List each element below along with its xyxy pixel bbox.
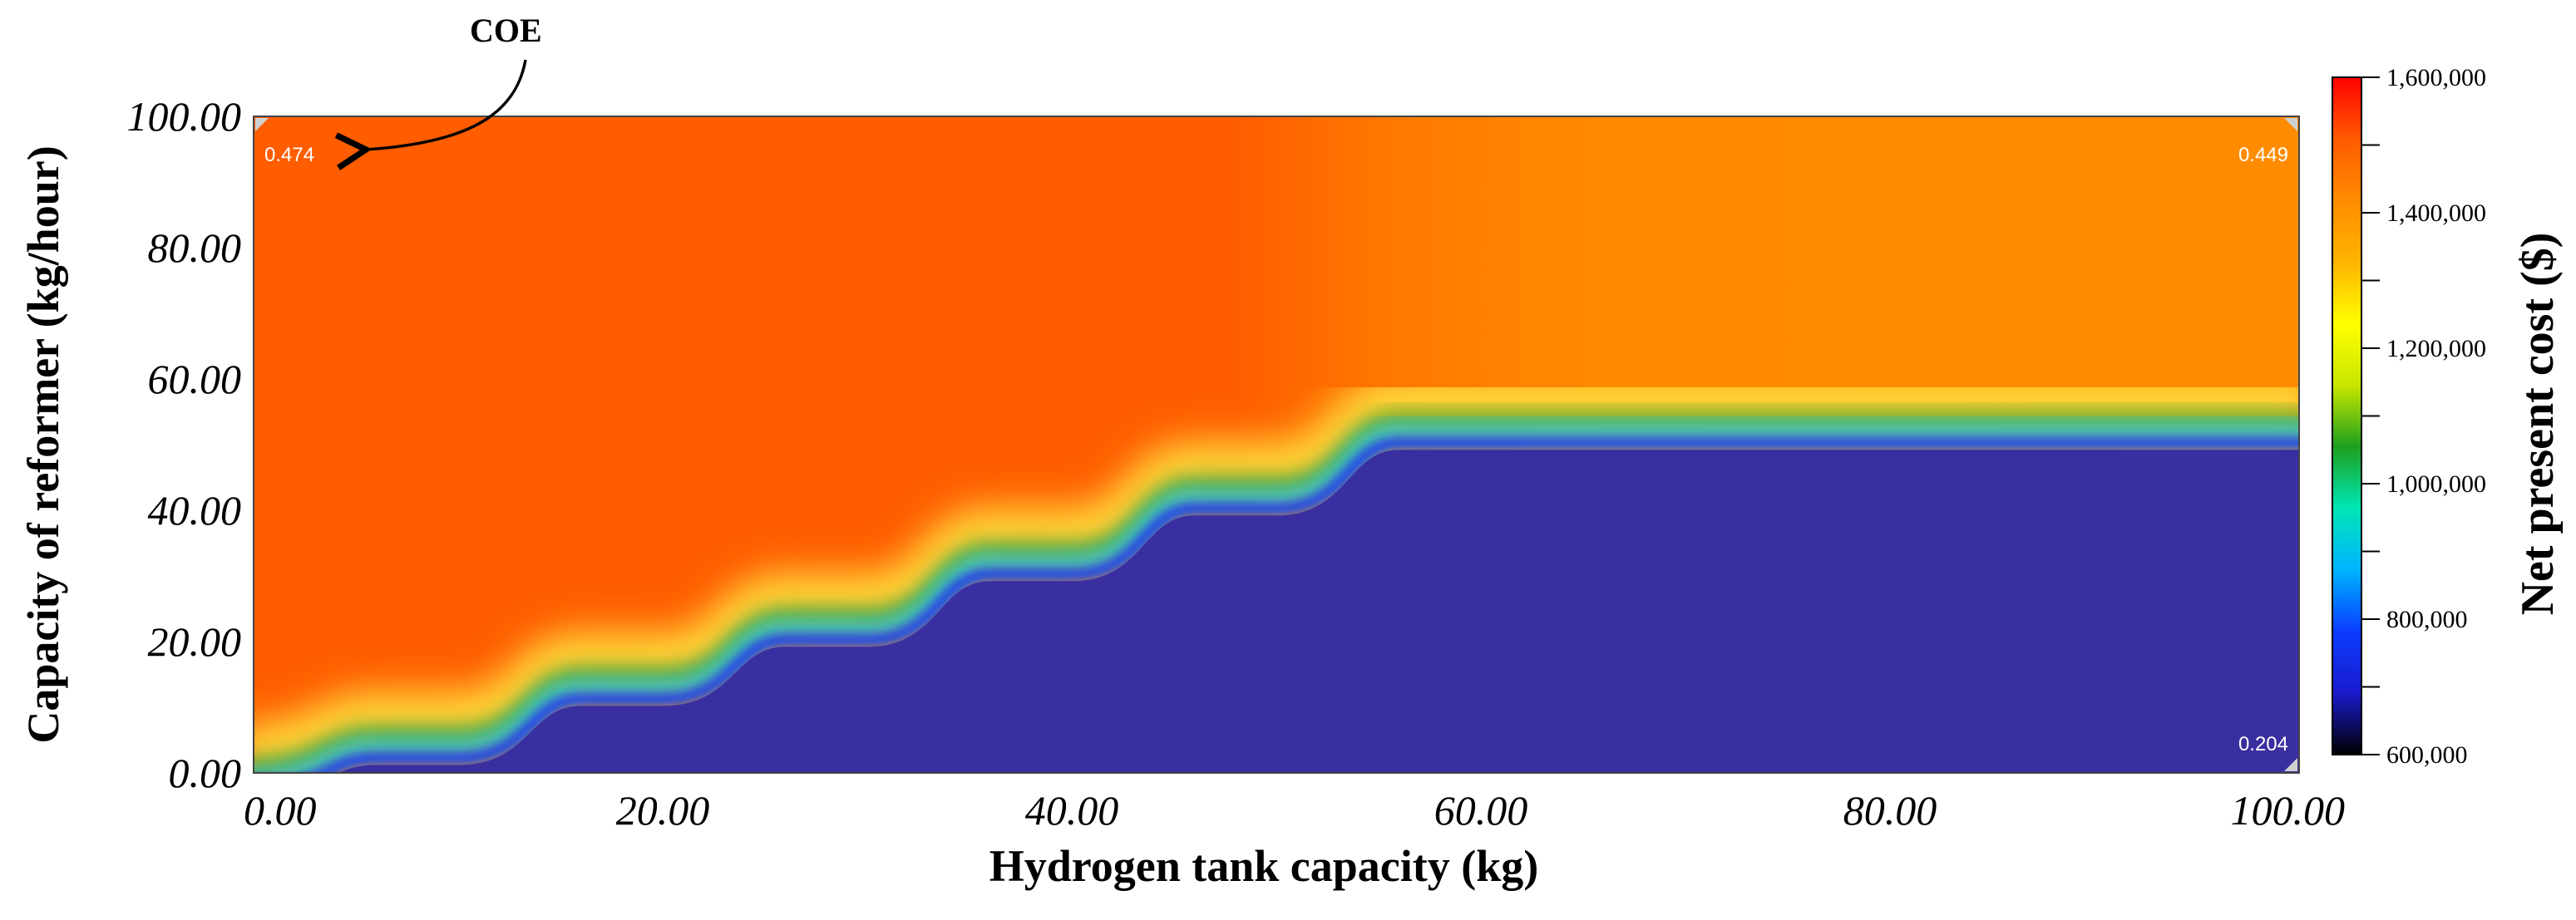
colorbar-tick-label: 800,000	[2386, 606, 2468, 633]
y-axis: 0.00 20.00 40.00 60.00 80.00 100.00	[127, 93, 242, 796]
transition-band-blue	[310, 437, 2299, 773]
x-tick-label: 20.00	[616, 787, 710, 834]
colorbar-ticks: 600,000 800,000 1,000,000 1,200,000 1,400,00…	[2361, 64, 2486, 769]
y-tick-label: 20.00	[148, 618, 242, 665]
x-tick-label: 40.00	[1025, 787, 1119, 834]
y-axis-title: Capacity of reformer (kg/hour)	[18, 145, 68, 743]
colorbar-tick-label: 1,200,000	[2386, 335, 2486, 362]
colorbar-gradient	[2332, 76, 2362, 755]
x-tick-label: 80.00	[1843, 787, 1937, 834]
colorbar-tick-label: 600,000	[2386, 741, 2468, 769]
x-tick-label: 100.00	[2231, 787, 2346, 834]
x-axis: 0.00 20.00 40.00 60.00 80.00 100.00	[244, 787, 2345, 834]
plot-area	[254, 116, 2299, 773]
annotation-coe: COE	[470, 12, 542, 49]
y-tick-label: 80.00	[148, 224, 242, 271]
y-tick-label: 60.00	[148, 356, 242, 402]
x-tick-label: 60.00	[1434, 787, 1528, 834]
corner-marker-top-right	[2284, 118, 2297, 131]
annotation-arrow	[334, 59, 527, 170]
transition-band-green	[254, 411, 2299, 773]
colorbar-tick-label: 1,600,000	[2386, 64, 2486, 91]
corner-marker-top-left	[255, 118, 269, 131]
x-axis-title: Hydrogen tank capacity (kg)	[989, 841, 1539, 891]
colorbar-tick-label: 1,400,000	[2386, 199, 2486, 227]
y-tick-label: 40.00	[148, 487, 242, 534]
y-tick-label: 0.00	[169, 750, 242, 796]
colorbar: 600,000 800,000 1,000,000 1,200,000 1,400,00…	[2332, 64, 2486, 769]
plot-border	[253, 116, 2300, 774]
transition-band-yellow	[254, 376, 2299, 773]
x-tick-label: 0.00	[244, 787, 317, 834]
corner-label-bottom-right: 0.204	[2238, 733, 2288, 755]
colorbar-tick-label: 1,000,000	[2386, 470, 2486, 498]
corner-marker-bottom-right	[2284, 758, 2297, 771]
low-cost-region	[338, 450, 2299, 773]
corner-label-top-right: 0.449	[2238, 144, 2288, 166]
y-tick-label: 100.00	[127, 93, 242, 140]
colorbar-title: Net present cost ($)	[2512, 233, 2564, 616]
transition-band-cyan	[254, 424, 2299, 773]
corner-label-top-left: 0.474	[264, 144, 314, 166]
